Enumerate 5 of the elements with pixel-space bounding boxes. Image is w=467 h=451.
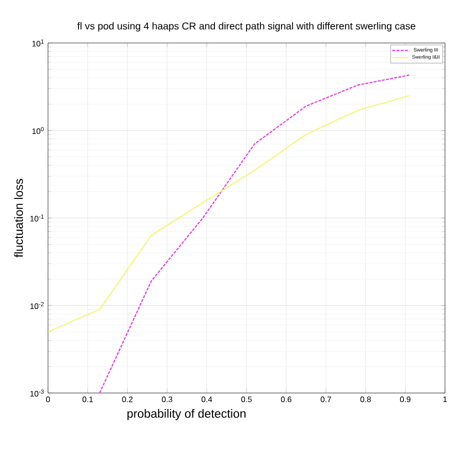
chart-title: fl vs pod using 4 haaps CR and direct path signal with different swerling case xyxy=(77,22,416,32)
y-axis-title: fluctuation loss xyxy=(14,178,23,258)
line-series xyxy=(99,74,410,394)
line-series xyxy=(48,95,410,332)
x-axis-title: probability of detection xyxy=(127,409,246,420)
